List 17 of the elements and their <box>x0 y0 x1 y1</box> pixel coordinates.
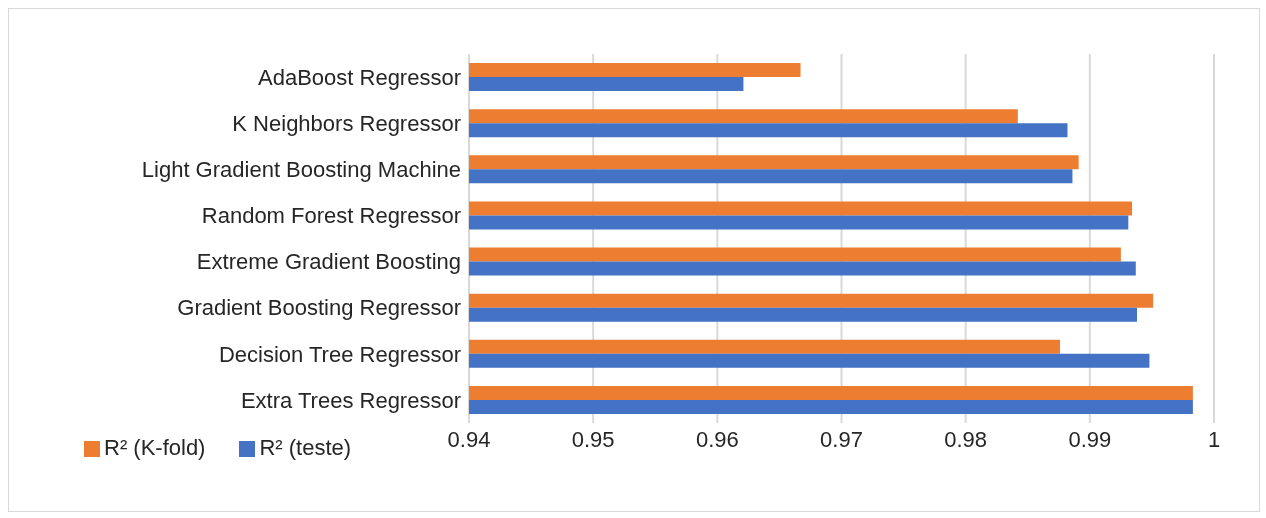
y-tick-label: Extreme Gradient Boosting <box>196 249 461 275</box>
x-tick-label: 0.95 <box>571 426 615 452</box>
y-tick-label: Light Gradient Boosting Machine <box>141 157 461 183</box>
x-tick-label: 0.99 <box>1068 426 1112 452</box>
y-tick-label: Gradient Boosting Regressor <box>177 295 461 321</box>
legend-label: R² (K-fold) <box>104 435 206 460</box>
x-tick-label: 1 <box>1207 426 1221 452</box>
y-tick-label: Extra Trees Regressor <box>240 387 461 413</box>
x-tick-label: 0.96 <box>695 426 739 452</box>
x-tick-label: 0.97 <box>820 426 863 452</box>
y-tick-label: K Neighbors Regressor <box>232 111 461 136</box>
x-tick-label: 0.94 <box>447 426 491 452</box>
y-tick-label: Decision Tree Regressor <box>218 341 461 367</box>
y-tick-label: AdaBoost Regressor <box>258 64 461 90</box>
y-tick-label: Random Forest Regressor <box>201 203 461 229</box>
x-tick-label: 0.98 <box>944 426 988 452</box>
legend-label: R² (teste) <box>259 435 352 460</box>
